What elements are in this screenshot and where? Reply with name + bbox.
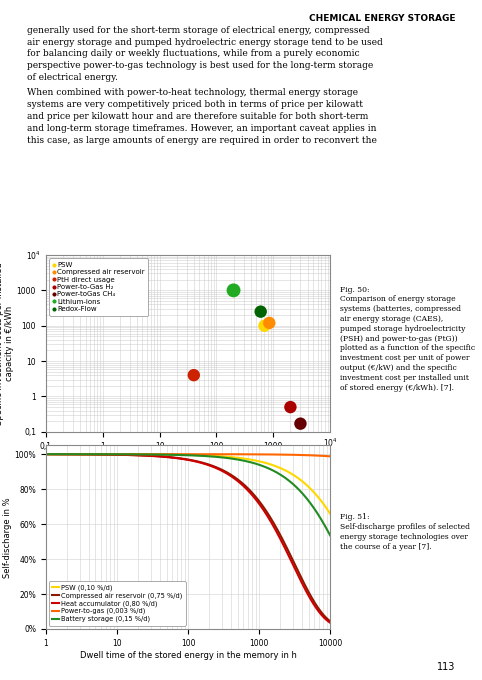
Power-to-gas (0,003 %/d): [327, 452, 333, 460]
Line: Heat accumulator (0,80 %/d): Heat accumulator (0,80 %/d): [46, 454, 330, 623]
Battery storage (0,15 %/d): [319, 517, 325, 525]
Heat accumulator (0,80 %/d): [319, 611, 325, 619]
Battery storage (0,15 %/d): [181, 451, 187, 459]
Compressed air reservoir (0,75 %/d): [43, 450, 49, 458]
Power-to-gas (0,003 %/d): [319, 452, 325, 460]
Text: Fig. 50:
Comparison of energy storage
systems (batteries, compressed
air energy : Fig. 50: Comparison of energy storage sy…: [340, 286, 475, 392]
Compressed air reservoir (0,75 %/d): [319, 609, 325, 617]
Heat accumulator (0,80 %/d): [174, 454, 179, 462]
Heat accumulator (0,80 %/d): [319, 611, 325, 619]
Power-to-gas (0,003 %/d): [319, 452, 325, 460]
Battery storage (0,15 %/d): [174, 451, 179, 459]
Battery storage (0,15 %/d): [57, 450, 63, 458]
PSW (0,10 %/d): [319, 498, 325, 506]
Y-axis label: Specific investment costs per installed
capacity in €/kWh: Specific investment costs per installed …: [0, 262, 14, 425]
Line: Compressed air reservoir (0,75 %/d): Compressed air reservoir (0,75 %/d): [46, 454, 330, 622]
Compressed air reservoir (0,75 %/d): [267, 513, 273, 521]
Point: [261, 320, 268, 331]
Heat accumulator (0,80 %/d): [43, 450, 49, 458]
X-axis label: Specific investment costs per installed capacity in €/kW: Specific investment costs per installed …: [70, 454, 306, 462]
Power-to-gas (0,003 %/d): [57, 450, 63, 458]
Power-to-gas (0,003 %/d): [181, 450, 187, 458]
Battery storage (0,15 %/d): [43, 450, 49, 458]
Heat accumulator (0,80 %/d): [267, 515, 273, 524]
PSW (0,10 %/d): [267, 460, 273, 469]
Power-to-gas (0,003 %/d): [267, 450, 273, 458]
Point: [190, 370, 198, 381]
Point: [257, 306, 265, 317]
Text: When combined with power-to-heat technology, thermal energy storage
systems are : When combined with power-to-heat technol…: [27, 88, 376, 145]
Battery storage (0,15 %/d): [327, 531, 333, 539]
Battery storage (0,15 %/d): [267, 465, 273, 473]
Power-to-gas (0,003 %/d): [174, 450, 179, 458]
Battery storage (0,15 %/d): [319, 516, 325, 524]
Point: [287, 402, 295, 413]
PSW (0,10 %/d): [174, 451, 179, 459]
Point: [266, 318, 273, 328]
Line: Battery storage (0,15 %/d): Battery storage (0,15 %/d): [46, 454, 330, 535]
Legend: PSW (0,10 %/d), Compressed air reservoir (0,75 %/d), Heat accumulator (0,80 %/d): PSW (0,10 %/d), Compressed air reservoir…: [49, 581, 186, 626]
Heat accumulator (0,80 %/d): [181, 455, 187, 463]
Y-axis label: Self-discharge in %: Self-discharge in %: [3, 497, 12, 577]
Compressed air reservoir (0,75 %/d): [57, 450, 63, 458]
Text: 113: 113: [437, 662, 455, 672]
PSW (0,10 %/d): [43, 450, 49, 458]
Compressed air reservoir (0,75 %/d): [181, 455, 187, 463]
Text: generally used for the short-term storage of electrical energy, compressed
air e: generally used for the short-term storag…: [27, 26, 382, 82]
PSW (0,10 %/d): [57, 450, 63, 458]
Line: Power-to-gas (0,003 %/d): Power-to-gas (0,003 %/d): [46, 454, 330, 456]
Power-to-gas (0,003 %/d): [43, 450, 49, 458]
PSW (0,10 %/d): [181, 451, 187, 459]
Text: Fig. 51:
Self-discharge profiles of selected
energy storage technologies over
th: Fig. 51: Self-discharge profiles of sele…: [340, 513, 470, 551]
Text: CHEMICAL ENERGY STORAGE: CHEMICAL ENERGY STORAGE: [309, 14, 455, 22]
Heat accumulator (0,80 %/d): [57, 450, 63, 458]
Point: [230, 285, 238, 296]
Compressed air reservoir (0,75 %/d): [327, 617, 333, 626]
PSW (0,10 %/d): [327, 509, 333, 517]
Line: PSW (0,10 %/d): PSW (0,10 %/d): [46, 454, 330, 513]
Legend: PSW, Compressed air reservoir, PtH direct usage, Power-to-Gas H₂, Power-toGas CH: PSW, Compressed air reservoir, PtH direc…: [49, 258, 148, 316]
X-axis label: Dwell time of the stored energy in the memory in h: Dwell time of the stored energy in the m…: [80, 651, 296, 660]
Heat accumulator (0,80 %/d): [327, 619, 333, 627]
Point: [296, 418, 304, 429]
Compressed air reservoir (0,75 %/d): [319, 609, 325, 617]
PSW (0,10 %/d): [319, 498, 325, 506]
Compressed air reservoir (0,75 %/d): [174, 454, 179, 462]
